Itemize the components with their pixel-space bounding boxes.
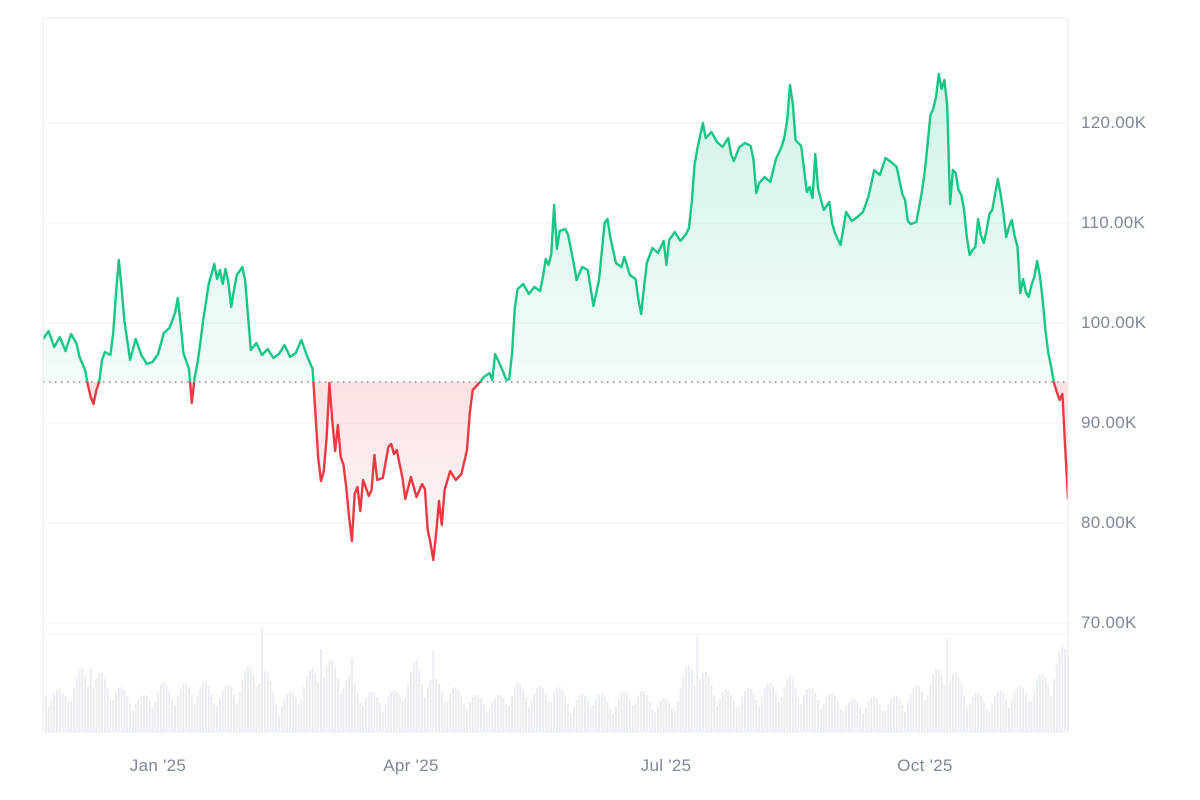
price-line-up bbox=[43, 72, 1056, 382]
volume-bars bbox=[44, 628, 1069, 733]
y-axis-label: 100.00K bbox=[1081, 313, 1147, 332]
x-axis-label: Jan '25 bbox=[129, 756, 187, 775]
x-axis-label: Oct '25 bbox=[897, 756, 953, 775]
y-axis-label: 110.00K bbox=[1081, 213, 1146, 232]
chart-frame bbox=[42, 17, 1069, 733]
area-fill-above-baseline bbox=[43, 74, 1068, 382]
y-axis-label: 70.00K bbox=[1081, 613, 1137, 632]
x-axis-label: Apr '25 bbox=[383, 756, 439, 775]
y-axis-label: 90.00K bbox=[1081, 413, 1137, 432]
y-axis-label: 80.00K bbox=[1081, 513, 1137, 532]
y-axis-label: 120.00K bbox=[1081, 113, 1147, 132]
x-axis-label: Jul '25 bbox=[640, 756, 692, 775]
